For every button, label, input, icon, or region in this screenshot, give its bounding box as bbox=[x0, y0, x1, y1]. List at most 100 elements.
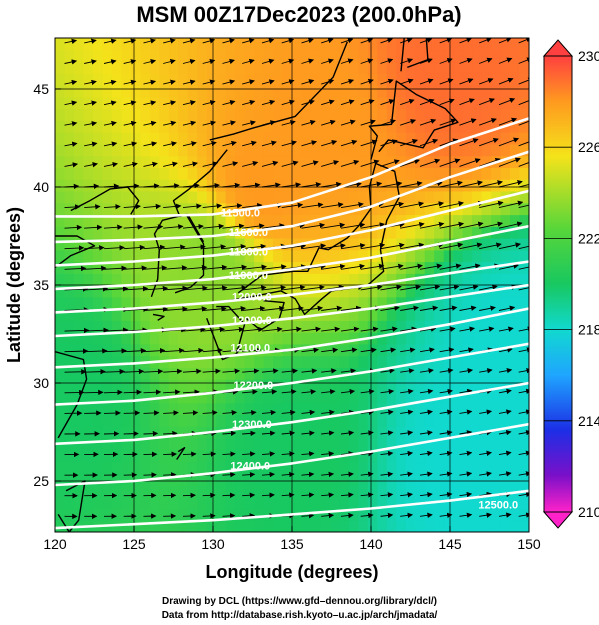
wind-arrow bbox=[143, 224, 164, 230]
heat-cell bbox=[472, 437, 483, 451]
heat-cell bbox=[500, 85, 511, 98]
heat-cell bbox=[111, 485, 122, 498]
heat-cell bbox=[121, 214, 132, 227]
heat-cell bbox=[92, 49, 103, 63]
heat-cell bbox=[235, 390, 246, 404]
heat-cell bbox=[358, 508, 369, 521]
wind-arrow bbox=[518, 57, 529, 64]
heat-cell bbox=[102, 496, 113, 510]
heat-cell bbox=[102, 273, 113, 286]
wind-arrow bbox=[242, 79, 255, 85]
heat-cell bbox=[329, 296, 340, 310]
wind-arrow bbox=[321, 326, 341, 332]
heat-cell bbox=[377, 132, 388, 145]
heat-cell bbox=[500, 214, 511, 227]
heat-cell bbox=[339, 473, 350, 486]
wind-arrow bbox=[163, 368, 183, 375]
heat-cell bbox=[140, 238, 151, 251]
heat-cell bbox=[206, 261, 217, 274]
heat-cell bbox=[140, 485, 151, 498]
wind-arrow bbox=[400, 38, 413, 44]
heat-cell bbox=[263, 49, 274, 63]
wind-arrow bbox=[400, 409, 414, 415]
heat-cell bbox=[292, 226, 303, 239]
heat-cell bbox=[149, 249, 160, 263]
wind-arrow bbox=[261, 58, 275, 64]
heat-cell bbox=[159, 85, 170, 98]
heat-cell bbox=[273, 214, 284, 227]
wind-arrow bbox=[301, 284, 325, 291]
heat-cell bbox=[235, 426, 246, 439]
heat-cell bbox=[348, 473, 359, 486]
heat-cell bbox=[92, 202, 103, 216]
wind-arrow bbox=[281, 120, 296, 126]
heat-cell bbox=[263, 202, 274, 216]
heat-cell bbox=[481, 355, 492, 368]
wind-arrow bbox=[518, 266, 529, 270]
heat-cell bbox=[320, 38, 331, 51]
heat-cell bbox=[244, 402, 255, 415]
heat-cell bbox=[111, 320, 122, 333]
heat-cell bbox=[367, 402, 378, 415]
heat-cell bbox=[510, 449, 521, 463]
heat-cell bbox=[377, 85, 388, 98]
heat-cell bbox=[111, 249, 122, 263]
heat-cell bbox=[348, 285, 359, 298]
wind-arrow bbox=[202, 244, 227, 250]
heat-cell bbox=[519, 449, 529, 463]
wind-arrow bbox=[242, 264, 267, 270]
heat-cell bbox=[329, 61, 340, 74]
heat-cell bbox=[159, 120, 170, 133]
wind-arrow bbox=[459, 38, 473, 44]
heat-cell bbox=[235, 73, 246, 86]
heat-cell bbox=[55, 179, 66, 192]
heat-cell bbox=[83, 379, 94, 392]
heat-cell bbox=[102, 473, 113, 486]
wind-arrow bbox=[498, 97, 516, 106]
heat-cell bbox=[529, 438, 539, 450]
heat-cell bbox=[111, 261, 122, 274]
heat-cell bbox=[415, 426, 426, 439]
heat-cell bbox=[472, 38, 483, 51]
wind-arrow bbox=[380, 368, 395, 374]
heat-cell bbox=[462, 520, 473, 532]
heat-cell bbox=[121, 496, 132, 510]
wind-arrow bbox=[123, 348, 147, 354]
heat-cell bbox=[187, 214, 198, 227]
heat-cell bbox=[434, 214, 445, 227]
heat-cell bbox=[111, 202, 122, 216]
heat-cell bbox=[311, 96, 322, 110]
heat-cell bbox=[197, 461, 208, 474]
heat-cell bbox=[415, 108, 426, 121]
colorbar-label: 218 bbox=[578, 322, 599, 338]
contour-label: 11900.0 bbox=[229, 270, 268, 282]
heat-cell bbox=[83, 308, 94, 321]
contour-label: 12000.0 bbox=[232, 315, 272, 327]
heat-cell bbox=[329, 308, 340, 321]
heat-cell bbox=[111, 96, 122, 110]
heat-cell bbox=[130, 461, 141, 474]
heat-cell bbox=[519, 508, 529, 521]
heat-cell bbox=[92, 155, 103, 168]
wind-arrow bbox=[261, 451, 276, 457]
wind-arrow bbox=[380, 388, 395, 395]
heat-cell bbox=[358, 143, 369, 157]
heat-cell bbox=[244, 332, 255, 345]
heat-cell bbox=[348, 390, 359, 404]
heat-cell bbox=[149, 437, 160, 451]
heat-cell bbox=[424, 367, 435, 380]
heat-cell bbox=[292, 355, 303, 368]
wind-arrow bbox=[242, 223, 265, 229]
heat-cell bbox=[92, 437, 103, 451]
wind-arrow bbox=[459, 471, 473, 477]
heat-cell bbox=[273, 496, 284, 510]
wind-arrow bbox=[143, 38, 156, 44]
heat-cell bbox=[187, 367, 198, 380]
heat-cell bbox=[130, 520, 141, 532]
heat-cell bbox=[206, 155, 217, 168]
heat-cell bbox=[235, 273, 246, 286]
heat-cell bbox=[472, 49, 483, 63]
heat-cell bbox=[254, 202, 265, 216]
heat-cell bbox=[187, 226, 198, 239]
heat-cell bbox=[187, 120, 198, 133]
